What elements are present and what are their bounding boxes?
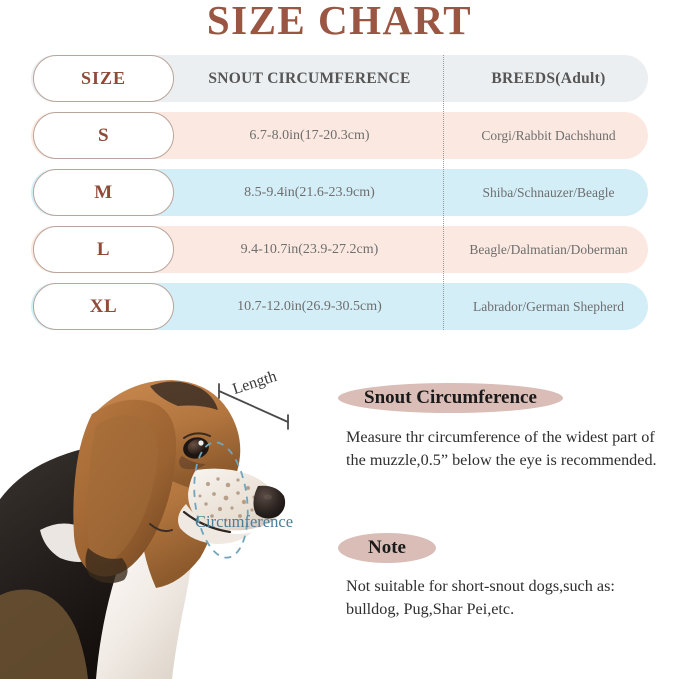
column-divider [443,55,444,330]
snout-value: 6.7-8.0in(17-20.3cm) [249,127,370,143]
table-row: L 9.4-10.7in(23.9-27.2cm) Beagle/Dalmati… [31,226,648,273]
nose-highlight [264,494,272,500]
length-measure-bar [218,383,289,430]
table-row: S 6.7-8.0in(17-20.3cm) Corgi/Rabbit Dach… [31,112,648,159]
dog-eye-marking [179,456,206,470]
note-section-body: Not suitable for short-snout dogs,such a… [346,577,615,619]
dog-chin [178,504,252,544]
snout-section-heading: Snout Circumference [338,383,563,413]
dog-body-shading [0,589,88,679]
dog-jaw-line [149,523,173,533]
size-chart-table: SIZE SNOUT CIRCUMFERENCE BREEDS(Adult) S… [31,55,648,330]
dog-mouth-line [182,510,232,534]
circumference-label: Circumference [195,512,294,531]
snout-value: 9.4-10.7in(23.9-27.2cm) [240,241,379,257]
breeds-value: Corgi/Rabbit Dachshund [481,127,616,143]
eye-highlight [198,440,204,446]
page-title: SIZE CHART [206,0,473,43]
breeds-value: Beagle/Dalmatian/Doberman [469,241,628,257]
dog-measurement-diagram [0,352,330,679]
dog-head-marking [150,381,218,410]
size-pill: XL [33,283,174,330]
column-header-breeds: BREEDS(Adult) [491,69,606,87]
column-header-snout: SNOUT CIRCUMFERENCE [208,69,411,87]
size-pill: M [33,169,174,216]
breeds-value: Labrador/German Shepherd [472,298,625,314]
breeds-value: Shiba/Schnauzer/Beagle [482,184,615,200]
circumference-ellipse [193,441,249,559]
table-row: M 8.5-9.4in(21.6-23.9cm) Shiba/Schnauzer… [31,169,648,216]
note-section-heading: Note [338,533,436,563]
table-header-row: SIZE SNOUT CIRCUMFERENCE BREEDS(Adult) [31,55,648,102]
snout-value: 8.5-9.4in(21.6-23.9cm) [244,184,375,200]
snout-section-body: Measure thr circumference of the widest … [346,428,657,470]
dog-nose [253,485,286,519]
dog-ear-highlight [87,415,158,564]
beagle-illustration [0,380,289,679]
dog-ear-tip [85,548,128,584]
column-header-size: SIZE [33,55,174,102]
table-row: XL 10.7-12.0in(26.9-30.5cm) Labrador/Ger… [31,283,648,330]
snout-value: 10.7-12.0in(26.9-30.5cm) [237,298,382,314]
size-pill: L [33,226,174,273]
size-pill: S [33,112,174,159]
dog-brow [183,432,211,439]
